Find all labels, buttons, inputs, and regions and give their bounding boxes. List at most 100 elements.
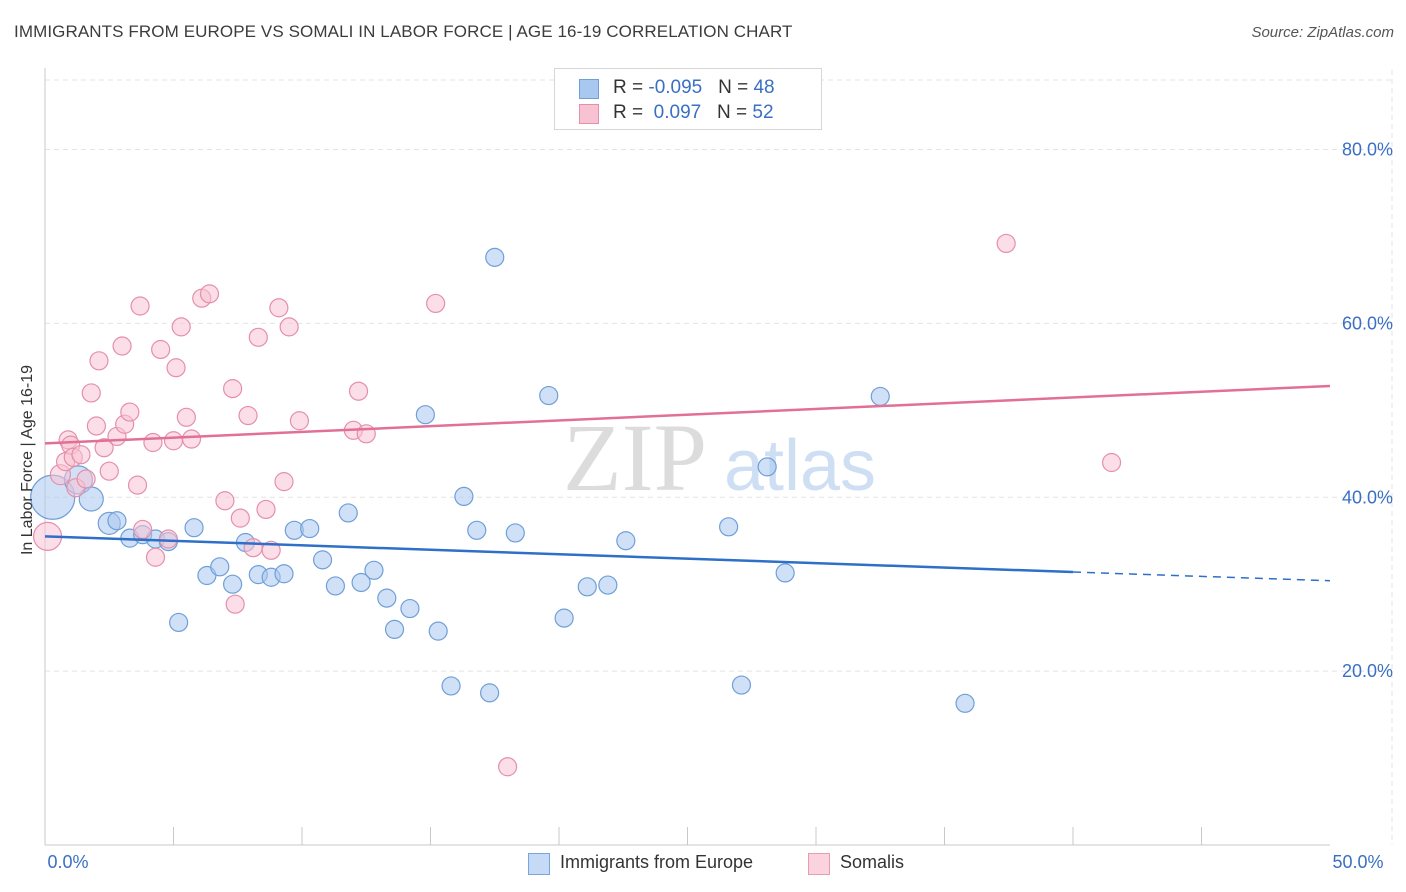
point-europe <box>598 575 618 595</box>
point-europe <box>554 608 574 628</box>
legend-bottom-label-somalis: Somalis <box>840 852 905 872</box>
point-europe <box>719 517 739 537</box>
legend-text-europe: R = -0.095 N = 48 <box>613 77 775 99</box>
legend-swatch-somalis <box>579 104 599 124</box>
point-europe <box>441 676 461 696</box>
point-europe <box>223 574 243 594</box>
point-europe <box>539 385 559 406</box>
point-europe <box>107 511 127 531</box>
r-value-europe: -0.095 <box>648 77 703 98</box>
n-value-somalis: 52 <box>752 102 774 123</box>
point-somalis <box>1101 452 1122 473</box>
watermark-zip: ZIP <box>563 404 707 511</box>
legend-bottom-swatch-somalis <box>808 853 830 875</box>
y-tick-label: 40.0% <box>1342 487 1393 507</box>
point-europe <box>757 457 777 477</box>
point-europe <box>184 518 204 538</box>
point-somalis <box>163 431 184 451</box>
n-label: N = <box>717 102 753 123</box>
y-tick-label: 80.0% <box>1342 140 1393 160</box>
point-europe <box>454 486 474 507</box>
series-somalis <box>32 233 1122 777</box>
point-somalis <box>225 594 245 614</box>
point-somalis <box>158 529 178 549</box>
y-tick-label: 60.0% <box>1342 313 1393 333</box>
point-somalis <box>151 339 171 360</box>
point-somalis <box>71 445 91 465</box>
point-europe <box>351 572 371 593</box>
point-europe <box>775 563 795 583</box>
point-europe <box>364 560 384 580</box>
point-somalis <box>215 491 235 511</box>
point-somalis <box>199 284 220 304</box>
point-somalis <box>176 407 196 427</box>
point-europe <box>415 405 435 425</box>
point-somalis <box>223 379 243 399</box>
point-somalis <box>76 469 96 489</box>
point-somalis <box>94 438 114 458</box>
legend-bottom-label-europe: Immigrants from Europe <box>560 852 754 872</box>
point-europe <box>169 612 189 633</box>
trend-line-europe-extrapolated <box>1072 571 1331 582</box>
point-somalis <box>274 472 294 492</box>
point-somalis <box>120 402 140 422</box>
n-label: N = <box>718 77 754 98</box>
point-europe <box>312 550 333 570</box>
point-somalis <box>145 547 166 567</box>
point-somalis <box>86 416 107 436</box>
point-europe <box>274 564 294 584</box>
point-europe <box>400 598 420 619</box>
point-europe <box>300 518 320 539</box>
watermark: ZIP atlas <box>563 404 876 511</box>
point-somalis <box>112 336 132 356</box>
point-somalis <box>230 508 250 528</box>
point-somalis <box>248 327 268 347</box>
n-value-europe: 48 <box>753 77 775 98</box>
trend-line-europe <box>44 535 1074 574</box>
point-europe <box>505 523 525 543</box>
point-europe <box>480 683 500 703</box>
trend-line-somalis <box>44 384 1331 445</box>
tick-labels: 20.0% 40.0% 60.0% 80.0% 0.0% 50.0% <box>47 140 1393 872</box>
legend-bottom-swatch-europe <box>528 853 550 875</box>
point-somalis <box>143 432 163 453</box>
point-somalis <box>289 411 310 431</box>
grid-lines <box>45 70 1393 845</box>
point-somalis <box>81 383 101 403</box>
point-somalis <box>348 381 369 401</box>
point-europe <box>467 520 487 540</box>
point-somalis <box>99 461 119 481</box>
point-somalis <box>89 351 109 371</box>
point-somalis <box>279 317 299 337</box>
chart-title: IMMIGRANTS FROM EUROPE VS SOMALI IN LABO… <box>14 22 793 41</box>
axes <box>44 68 1330 846</box>
point-europe <box>325 576 346 596</box>
point-europe <box>377 588 397 608</box>
r-value-somalis: 0.097 <box>648 102 702 123</box>
point-somalis <box>181 429 202 449</box>
point-europe <box>338 503 358 523</box>
point-europe <box>616 531 636 551</box>
point-europe <box>870 386 890 407</box>
point-somalis <box>127 475 148 495</box>
legend-swatch-europe <box>579 79 599 99</box>
y-axis-label: In Labor Force | Age 16-19 <box>19 364 36 556</box>
point-europe <box>485 247 505 267</box>
correlation-legend: R = -0.095 N = 48 R = 0.097 N = 52 <box>554 68 822 130</box>
point-somalis <box>133 519 153 540</box>
point-somalis <box>261 540 281 560</box>
legend-text-somalis: R = 0.097 N = 52 <box>613 102 774 124</box>
point-somalis <box>426 293 446 314</box>
point-somalis <box>130 296 150 316</box>
watermark-atlas: atlas <box>724 426 876 506</box>
point-europe <box>731 675 752 695</box>
point-europe <box>577 577 597 597</box>
source-credit: Source: ZipAtlas.com <box>1251 24 1394 41</box>
y-tick-label: 20.0% <box>1342 661 1393 681</box>
point-somalis <box>238 405 258 426</box>
point-somalis <box>166 358 186 378</box>
point-europe <box>428 621 448 641</box>
x-tick-label-max: 50.0% <box>1332 852 1383 872</box>
point-somalis <box>171 317 191 337</box>
